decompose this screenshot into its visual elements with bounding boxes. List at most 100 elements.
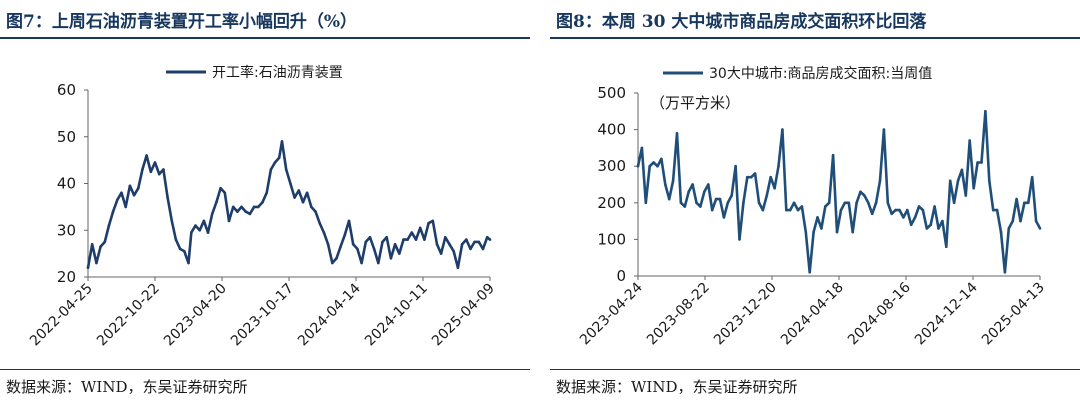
title-divider [550,37,1080,39]
data-point [364,240,368,244]
data-point [343,233,347,237]
data-point [867,201,870,205]
data-point [671,179,675,183]
data-point [331,261,334,265]
data-point [816,216,819,219]
data-point [435,243,439,246]
data-point [945,245,948,248]
data-source-note: 数据来源：WIND，东吴证券研究所 [556,378,798,396]
data-point [707,183,710,186]
y-tick-label: 400 [597,121,626,139]
y-tick-label: 100 [597,230,626,248]
data-point [925,227,929,230]
data-point [385,236,389,239]
data-point [418,226,422,230]
data-point [937,227,940,230]
data-point [469,247,472,251]
data-point [757,201,761,205]
y-tick-label: 30 [57,221,76,239]
data-point [231,205,235,209]
data-point [111,210,115,213]
data-point [124,205,127,209]
data-point [145,154,148,157]
data-point [851,230,854,234]
data-point [223,191,227,195]
data-point [980,161,983,164]
data-point [726,201,730,205]
data-point [149,170,153,174]
y-tick-label: 200 [597,194,626,212]
data-point [855,201,858,205]
data-point [481,247,485,251]
data-point [284,168,288,171]
data-point [107,224,111,227]
data-point [183,250,186,253]
data-point [976,161,979,164]
data-point [843,201,847,205]
asphalt-utilization-chart: 20 30 40 50 60 2022-04-252022-10-222023-04-20… [27,64,498,349]
data-point [372,247,376,251]
data-point [360,261,363,265]
x-tick-label: 2024-04-14 [295,280,364,349]
data-point [902,216,905,219]
data-point [703,190,706,194]
data-point [305,191,309,195]
data-point [906,208,909,212]
data-point [839,208,843,212]
data-point [800,205,804,208]
data-point [326,243,330,246]
data-point [695,201,698,205]
data-point [933,205,936,208]
data-source-note: 数据来源：WIND，东吴证券研究所 [6,378,248,396]
data-point [722,216,726,219]
data-point [827,201,831,205]
title-divider [0,37,530,39]
data-point [297,189,301,192]
data-point [351,243,355,246]
data-point [1034,219,1038,223]
data-point [269,168,273,171]
data-point [718,197,722,201]
data-point [788,208,792,212]
data-point [335,257,338,260]
data-point [132,193,136,197]
data-point [488,238,492,241]
series-line [86,140,491,269]
data-point [972,186,975,190]
data-point [710,208,714,212]
x-tick-label: 2024-08-16 [845,279,914,348]
series-line [636,110,1042,274]
data-point [210,212,214,216]
data-point [157,172,161,176]
data-point [448,243,451,246]
data-point [664,183,667,186]
data-point [257,205,260,209]
data-point [890,212,893,216]
data-point [473,240,476,244]
data-point [894,208,897,212]
data-point [1027,201,1030,205]
data-point [202,219,206,223]
data-point [406,238,409,241]
data-point [318,221,322,225]
data-point [206,231,210,234]
source-divider [0,369,530,370]
data-point [769,175,772,179]
data-point [381,240,384,244]
data-point [785,208,788,212]
data-point [265,191,269,195]
x-tick-label: 2024-12-14 [912,279,981,348]
x-tick-label: 2024-04-18 [778,280,847,349]
data-point [777,164,780,168]
data-point [749,175,753,179]
data-point [414,238,418,241]
data-point [1023,201,1026,205]
data-point [1003,271,1007,274]
data-point [261,200,264,204]
data-point [99,245,102,248]
data-point [289,182,292,185]
data-point [280,140,284,143]
data-point [398,252,401,255]
data-point [804,230,808,234]
data-point [831,153,835,157]
